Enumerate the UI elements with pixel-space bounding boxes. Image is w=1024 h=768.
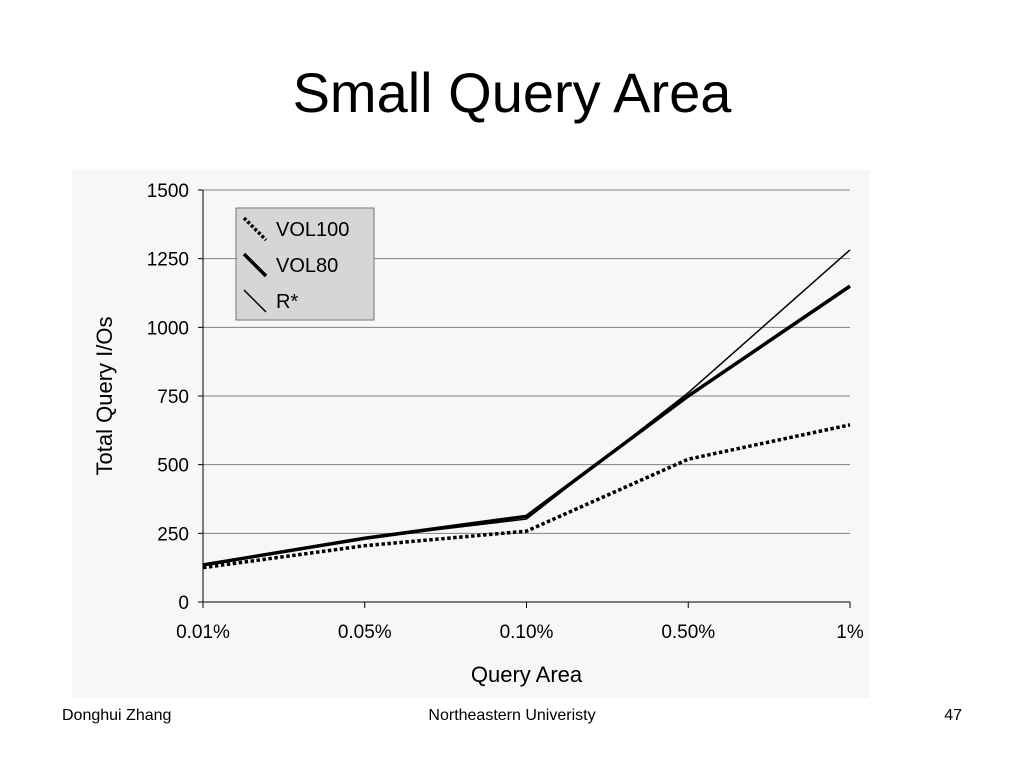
legend-label: VOL100 bbox=[276, 219, 349, 241]
legend-swatch bbox=[242, 252, 268, 278]
legend-box bbox=[235, 207, 375, 321]
legend: VOL100 VOL80 R* bbox=[235, 207, 375, 321]
x-tick-label: 1% bbox=[836, 622, 864, 643]
y-tick-label: 750 bbox=[157, 387, 189, 408]
legend-swatch bbox=[242, 216, 268, 242]
y-tick-label: 1250 bbox=[147, 250, 189, 271]
y-tick-label: 500 bbox=[157, 456, 189, 477]
y-tick-label: 1500 bbox=[147, 181, 189, 202]
x-tick-label: 0.05% bbox=[338, 622, 392, 643]
y-tick-labels: 0 250 500 750 1000 1250 1500 bbox=[147, 181, 203, 614]
plot-background bbox=[72, 170, 869, 698]
series-line-vol100 bbox=[202, 423, 851, 570]
series-lines bbox=[202, 249, 851, 570]
footer-institution: Northeastern Univeristy bbox=[428, 707, 596, 724]
x-axis-title: Query Area bbox=[471, 662, 583, 687]
y-tick-label: 250 bbox=[157, 524, 189, 545]
x-tick-label: 0.01% bbox=[176, 622, 230, 643]
series-line-r bbox=[202, 249, 851, 565]
chart: 0 250 500 750 1000 1250 1500 0.01% 0.05% 0.10% 0.… bbox=[72, 170, 869, 698]
legend-label: R* bbox=[276, 291, 298, 313]
footer-page-number: 47 bbox=[944, 707, 962, 724]
slide-title: Small Query Area bbox=[292, 61, 732, 124]
x-tick-labels: 0.01% 0.05% 0.10% 0.50% 1% bbox=[176, 602, 864, 643]
y-tick-label: 1000 bbox=[147, 318, 189, 339]
footer-author: Donghui Zhang bbox=[62, 707, 172, 724]
y-tick-label: 0 bbox=[178, 593, 189, 614]
x-tick-label: 0.10% bbox=[500, 622, 554, 643]
legend-swatch bbox=[243, 289, 267, 313]
legend-label: VOL80 bbox=[276, 255, 338, 277]
x-tick-label: 0.50% bbox=[661, 622, 715, 643]
y-axis-title: Total Query I/Os bbox=[92, 317, 117, 476]
